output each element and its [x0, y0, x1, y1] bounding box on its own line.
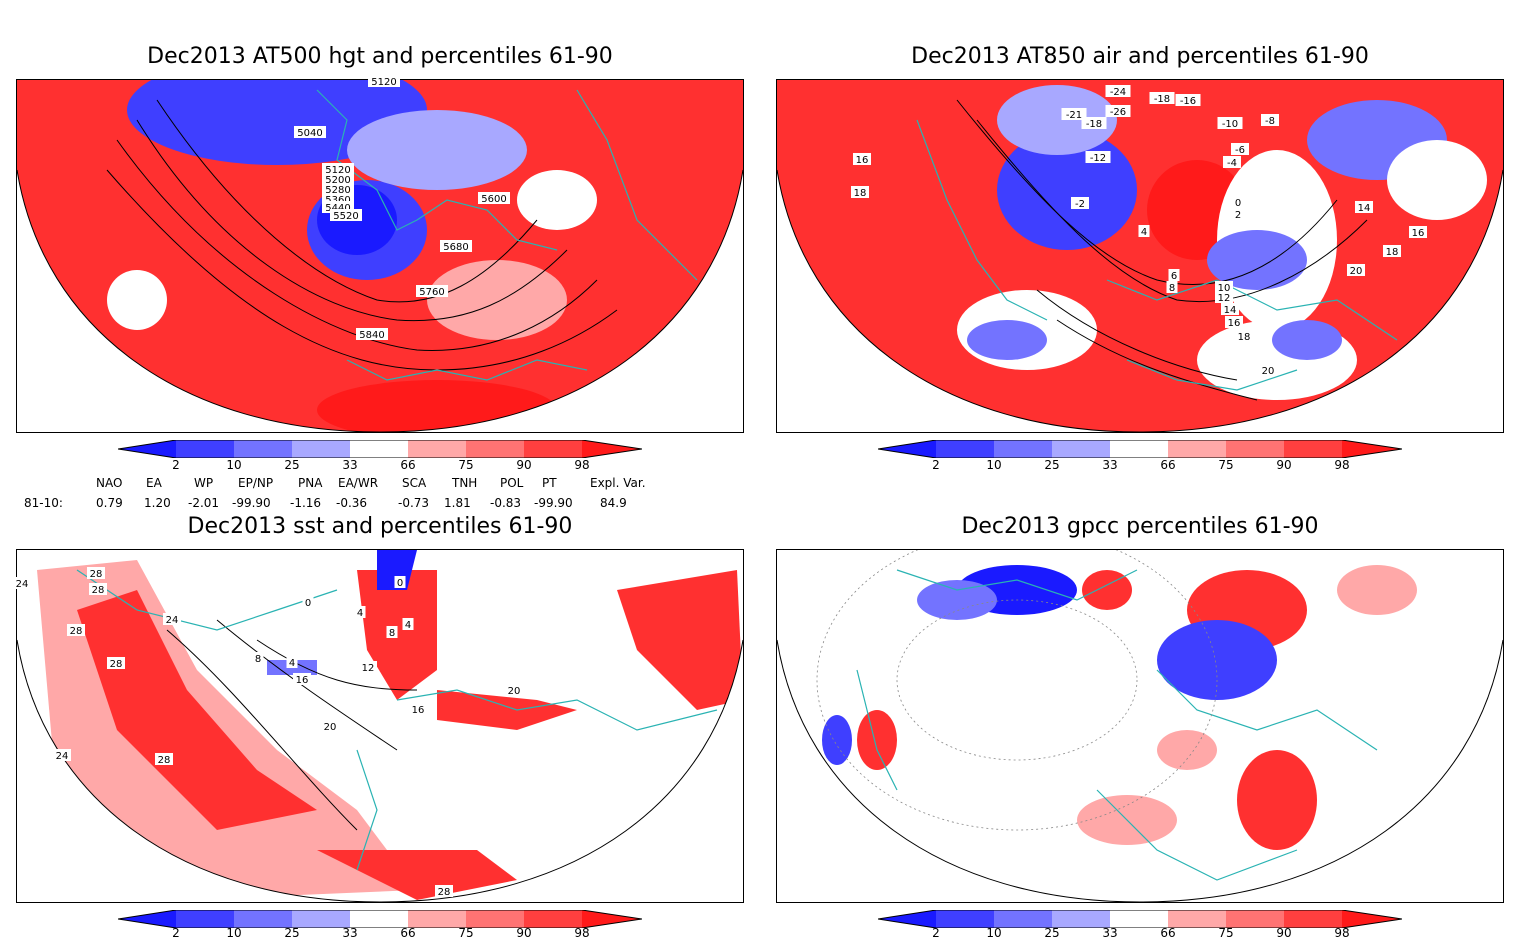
map-at850: [776, 79, 1504, 433]
index-value: 1.81: [444, 496, 471, 510]
index-value: 1.20: [144, 496, 171, 510]
colorbar-top-left-svg: [117, 439, 643, 459]
cbar-label: 33: [342, 926, 358, 940]
cbar-label: 33: [342, 458, 358, 472]
index-header: NAO: [96, 476, 123, 490]
index-value: -99.90: [232, 496, 271, 510]
cbar-label: 90: [516, 458, 532, 472]
index-value: -0.83: [490, 496, 522, 510]
cbar-label: 25: [1044, 926, 1060, 940]
cbar-label: 10: [226, 926, 242, 940]
index-header: POL: [500, 476, 524, 490]
cbar-label: 2: [932, 458, 940, 472]
map-at500-svg: [17, 80, 743, 432]
colorbar-top-left: 2 10 25 33 66 75 90 98: [117, 439, 643, 476]
cbar-label: 10: [986, 926, 1002, 940]
cbar-label: 2: [932, 926, 940, 940]
index-header: TNH: [452, 476, 478, 490]
colorbar-bottom-left: 2 10 25 33 66 75 90 98: [117, 909, 643, 940]
panel-title-at500: Dec2013 AT500 hgt and percentiles 61-90: [147, 44, 613, 69]
cbar-label: 2: [172, 458, 180, 472]
cbar-label: 90: [1276, 926, 1292, 940]
cbar-label: 98: [1334, 458, 1350, 472]
cbar-label: 75: [458, 926, 474, 940]
cbar-label: 75: [1218, 458, 1234, 472]
index-header: EA: [146, 476, 162, 490]
cbar-label: 90: [1276, 458, 1292, 472]
index-header: WP: [194, 476, 214, 490]
index-value: 0.79: [96, 496, 123, 510]
cbar-label: 75: [458, 458, 474, 472]
index-value: -0.73: [398, 496, 430, 510]
cbar-label: 66: [400, 458, 416, 472]
cbar-label: 33: [1102, 458, 1118, 472]
index-header: SCA: [402, 476, 427, 490]
cbar-label: 98: [1334, 926, 1350, 940]
cbar-label: 10: [226, 458, 242, 472]
index-header: EP/NP: [238, 476, 274, 490]
map-gpcc-svg: [777, 550, 1503, 902]
panel-title-at850: Dec2013 AT850 air and percentiles 61-90: [911, 44, 1369, 69]
map-gpcc: [776, 549, 1504, 903]
cbar-label: 98: [574, 926, 590, 940]
cbar-label: 66: [1160, 926, 1176, 940]
map-at850-svg: [777, 80, 1503, 432]
index-header: Expl. Var.: [590, 476, 646, 490]
cbar-label: 66: [1160, 458, 1176, 472]
map-at500: [16, 79, 744, 433]
index-value: -99.90: [534, 496, 573, 510]
colorbar-top-right-svg: [877, 439, 1403, 459]
cbar-label: 25: [284, 458, 300, 472]
colorbar-top-right: 2 10 25 33 66 75 90 98: [877, 439, 1403, 476]
index-value: -2.01: [188, 496, 220, 510]
cbar-label: 75: [1218, 926, 1234, 940]
index-header: EA/WR: [338, 476, 379, 490]
colorbar-bottom-left-svg: [117, 909, 643, 929]
panel-title-gpcc: Dec2013 gpcc percentiles 61-90: [961, 514, 1319, 539]
panel-title-sst: Dec2013 sst and percentiles 61-90: [187, 514, 573, 539]
colorbar-bottom-right: 2 10 25 33 66 75 90 98: [877, 909, 1403, 940]
colorbar-bottom-right-svg: [877, 909, 1403, 929]
map-sst: [16, 549, 744, 903]
cbar-label: 2: [172, 926, 180, 940]
cbar-label: 33: [1102, 926, 1118, 940]
map-sst-svg: [17, 550, 743, 902]
index-value: -0.36: [336, 496, 368, 510]
index-header-row: NAO EA WP EP/NP PNA EA/WR SCA TNH POL PT…: [0, 476, 760, 492]
cbar-label: 25: [1044, 458, 1060, 472]
index-value: 84.9: [600, 496, 627, 510]
index-header: PNA: [298, 476, 323, 490]
cbar-label: 90: [516, 926, 532, 940]
index-header: PT: [542, 476, 557, 490]
cbar-label: 66: [400, 926, 416, 940]
cbar-label: 98: [574, 458, 590, 472]
index-values-row: 81-10: 0.79 1.20 -2.01 -99.90 -1.16 -0.3…: [0, 496, 760, 512]
cbar-label: 25: [284, 926, 300, 940]
index-value: -1.16: [290, 496, 322, 510]
index-row-label: 81-10:: [24, 496, 63, 510]
cbar-label: 10: [986, 458, 1002, 472]
